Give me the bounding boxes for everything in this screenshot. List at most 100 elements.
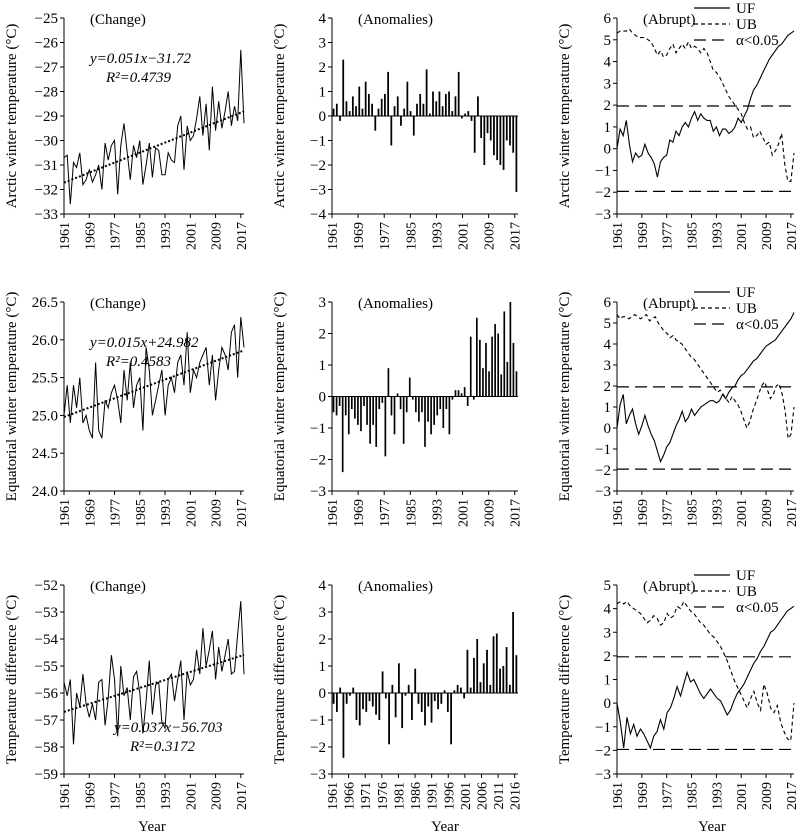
bar <box>453 690 456 693</box>
x-tick-label: 2001 <box>457 222 472 250</box>
y-tick-label: −26 <box>35 36 59 52</box>
bar <box>363 396 365 406</box>
y-tick-label: −3 <box>310 767 326 783</box>
bar <box>418 396 420 422</box>
r-squared: R²=0.4583 <box>105 354 171 370</box>
bar <box>408 377 411 397</box>
y-tick-label: −32 <box>35 183 58 199</box>
x-tick-label: 1993 <box>430 499 445 527</box>
y-tick-label: −1 <box>310 713 326 729</box>
bar <box>436 396 439 416</box>
y-tick-label: −58 <box>35 740 58 756</box>
x-tick-label: 2011 <box>492 782 507 809</box>
bar <box>377 108 380 116</box>
legend-label: UF <box>736 1 755 17</box>
bar <box>369 396 371 444</box>
x-tick-label: 1961 <box>58 222 73 250</box>
y-tick-label: 5 <box>604 578 612 594</box>
series-UF <box>616 30 795 178</box>
bar <box>489 116 492 141</box>
bar <box>493 116 495 156</box>
y-tick-label: −1 <box>310 421 326 437</box>
x-tick-label: 1993 <box>430 222 445 250</box>
legend-label: α<0.05 <box>736 33 779 49</box>
y-tick-label: 0 <box>319 109 327 125</box>
bar <box>440 693 443 704</box>
bar <box>375 693 377 715</box>
panel-title: (Anomalies) <box>358 296 433 312</box>
bar <box>515 116 518 192</box>
bar <box>381 396 384 403</box>
x-tick-label: 2001 <box>184 222 199 250</box>
bar <box>342 693 345 758</box>
y-tick-label: 4 <box>604 55 612 71</box>
bar <box>472 396 475 400</box>
y-tick-label: 2 <box>604 379 612 395</box>
bar <box>473 116 476 153</box>
x-tick-label: 1969 <box>83 222 98 250</box>
bar <box>393 106 396 116</box>
bar <box>464 113 466 116</box>
bar <box>508 684 511 693</box>
bar <box>415 396 417 413</box>
bar <box>414 668 417 693</box>
bar <box>375 396 378 447</box>
panel-r0-c0: −33 −32 −31 −30 −29 −28 −27 −26 −25 1961 1969 1977 1… <box>4 11 250 250</box>
panel-r1-c1: −3 −2 −1 0 1 2 3 1961 1969 1977 1985 1993 2001 2009 20… <box>272 292 524 527</box>
bar <box>354 396 356 419</box>
bar <box>419 93 422 116</box>
legend-label: UB <box>736 301 757 317</box>
y-tick-label: −3 <box>595 484 611 500</box>
y-axis-label: Arctic winter temperature (°C) <box>272 24 288 209</box>
x-tick-label: 2001 <box>735 499 750 527</box>
y-tick-label: 1 <box>604 673 612 689</box>
x-tick-label: 1985 <box>134 499 149 527</box>
y-tick-label: 4 <box>604 602 612 618</box>
bar <box>388 693 391 745</box>
bar <box>348 111 351 116</box>
y-tick-label: 3 <box>604 358 612 374</box>
bar <box>512 116 515 153</box>
bar <box>482 663 485 693</box>
bar <box>391 684 394 693</box>
bar <box>355 106 357 116</box>
x-tick-label: 1969 <box>83 499 98 527</box>
bar <box>332 396 335 413</box>
bar <box>485 342 487 397</box>
x-tick-label: 1971 <box>359 782 374 810</box>
y-tick-label: −56 <box>35 686 59 702</box>
y-tick-label: 0 <box>604 421 612 437</box>
x-tick-label: 1991 <box>426 782 441 810</box>
x-tick-label: 1961 <box>58 782 73 810</box>
bar <box>338 396 341 406</box>
y-tick-label: −2 <box>310 158 326 174</box>
panel-title: (Abrupt) <box>643 12 696 28</box>
bar <box>335 396 338 416</box>
bar <box>433 693 436 702</box>
x-tick-label: 2006 <box>475 782 490 810</box>
x-tick-label: 2016 <box>509 782 524 810</box>
bar <box>506 361 509 397</box>
bar <box>451 396 454 400</box>
bar <box>451 111 454 116</box>
x-tick-label: 1961 <box>611 782 626 810</box>
bar <box>432 91 434 116</box>
bar <box>499 668 501 693</box>
bar <box>360 396 362 432</box>
bar <box>425 69 428 116</box>
y-tick-label: 0 <box>319 686 327 702</box>
y-tick-label: 2 <box>604 649 612 665</box>
panel-r2-c0: −59 −58 −57 −56 −55 −54 −53 −52 1961 1969 1977 1985… <box>4 578 250 810</box>
bar <box>335 693 338 712</box>
bar <box>341 396 344 473</box>
y-tick-label: 3 <box>319 36 327 52</box>
y-tick-label: 6 <box>604 11 612 27</box>
bar <box>469 687 472 693</box>
bar <box>417 693 420 704</box>
x-tick-label: 1993 <box>710 782 725 810</box>
bar <box>470 116 473 121</box>
legend-label: α<0.05 <box>736 600 779 616</box>
bar <box>483 116 486 165</box>
bar <box>384 93 386 116</box>
panel-title: (Abrupt) <box>643 579 696 595</box>
